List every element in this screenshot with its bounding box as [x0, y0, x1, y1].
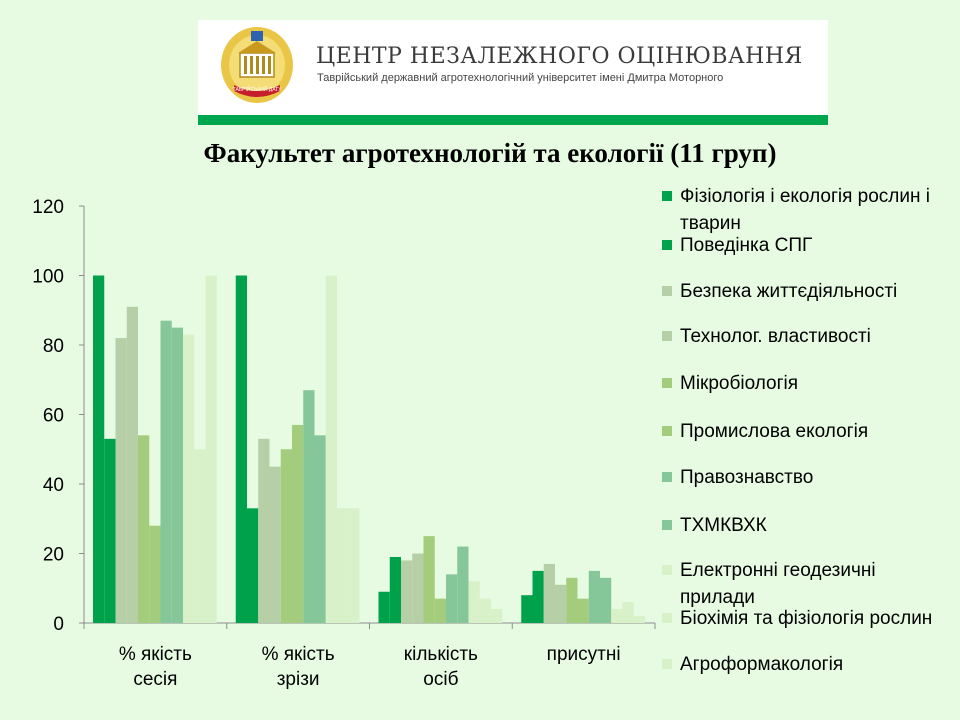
bar: [434, 598, 446, 623]
legend-swatch: [662, 520, 672, 530]
x-tick-label: присутні: [547, 644, 621, 665]
bar: [171, 327, 183, 623]
bar: [93, 275, 105, 623]
legend-swatch: [662, 378, 672, 388]
legend-swatch: [662, 565, 672, 575]
legend-swatch: [662, 240, 672, 250]
legend-swatch: [662, 426, 672, 436]
legend-swatch: [662, 472, 672, 482]
x-tick-label: сесія: [133, 669, 177, 690]
y-tick-label: 0: [53, 614, 64, 635]
y-tick-label: 20: [43, 545, 64, 566]
bar: [600, 577, 612, 623]
bar: [532, 570, 544, 623]
bar: [446, 574, 458, 623]
legend-swatch: [662, 286, 672, 296]
chart-title: Факультет агротехнологій та екології (11…: [203, 138, 777, 168]
legend-swatch: [662, 191, 672, 201]
bar: [104, 438, 116, 623]
university-emblem-icon: ТАВРІЙСЬКИЙ ДАТУ: [221, 27, 293, 103]
bar: [412, 553, 424, 623]
center-name: ЦЕНТР НЕЗАЛЕЖНОГО ОЦІНЮВАННЯ: [316, 44, 803, 69]
bar: [491, 609, 503, 623]
bar: [149, 525, 161, 623]
emblem-text: ТАВРІЙСЬКИЙ ДАТУ: [233, 85, 283, 93]
x-tick-label: % якість: [119, 644, 192, 665]
bar: [622, 602, 634, 623]
y-tick-label: 40: [43, 475, 64, 496]
bar: [611, 609, 623, 623]
legend-label: Правознавство: [680, 467, 814, 488]
header-accent-bar: [198, 115, 828, 125]
bar: [479, 598, 491, 623]
x-tick-label: зрізи: [277, 669, 320, 690]
legend-label: Поведінка СПГ: [680, 235, 813, 256]
bar: [269, 466, 281, 623]
legend-label: Електронні геодезичні прилади: [680, 560, 876, 608]
bar: [160, 320, 172, 623]
legend-label: ТХМКВХК: [680, 515, 767, 536]
bar: [633, 616, 645, 623]
bar: [457, 546, 469, 623]
legend-label: Безпека життєдіяльності: [680, 281, 898, 302]
bar: [205, 275, 217, 623]
bar: [292, 424, 304, 623]
y-tick-label: 100: [32, 267, 64, 288]
legend-swatch: [662, 613, 672, 623]
bar: [337, 508, 349, 623]
legend-label: Біохімія та фізіологія рослин: [680, 608, 933, 629]
y-tick-label: 80: [43, 336, 64, 357]
legend-swatch: [662, 659, 672, 669]
bar: [468, 581, 480, 623]
bar: [325, 275, 337, 623]
bar: [588, 570, 600, 623]
x-tick-label: осіб: [423, 669, 458, 690]
bar: [423, 536, 435, 623]
legend-label: Фізіологія і екологія рослин і тварин: [680, 186, 930, 234]
y-tick-label: 120: [32, 197, 64, 218]
bar: [194, 449, 206, 623]
bar: [543, 563, 555, 623]
header-banner: ТАВРІЙСЬКИЙ ДАТУ ЦЕНТР НЕЗАЛЕЖНОГО ОЦІНЮ…: [198, 20, 828, 115]
bar: [115, 338, 127, 623]
bar: [378, 591, 390, 623]
bar: [247, 508, 259, 623]
legend-label: Агроформакологія: [680, 654, 844, 675]
bar: [126, 306, 138, 623]
bar: [521, 595, 533, 623]
legend-label: Промислова екологія: [680, 421, 869, 442]
bar: [348, 508, 360, 623]
bar: [577, 598, 589, 623]
bar: [555, 584, 567, 623]
legend-swatch: [662, 331, 672, 341]
x-tick-label: кількість: [404, 644, 478, 665]
bar: [235, 275, 247, 623]
bar: [183, 334, 195, 623]
university-name: Таврійський державний агротехнологічний …: [317, 72, 724, 84]
bar: [401, 560, 413, 623]
bar: [303, 390, 315, 623]
bar: [258, 438, 270, 623]
bar: [280, 449, 292, 623]
x-tick-label: % якість: [262, 644, 335, 665]
bar: [138, 435, 150, 623]
bar: [566, 577, 578, 623]
bar: [314, 435, 326, 623]
legend-label: Технолог. властивості: [680, 326, 871, 347]
bar: [389, 556, 401, 623]
legend-label: Мікробіологія: [680, 373, 799, 394]
y-tick-label: 60: [43, 406, 64, 427]
